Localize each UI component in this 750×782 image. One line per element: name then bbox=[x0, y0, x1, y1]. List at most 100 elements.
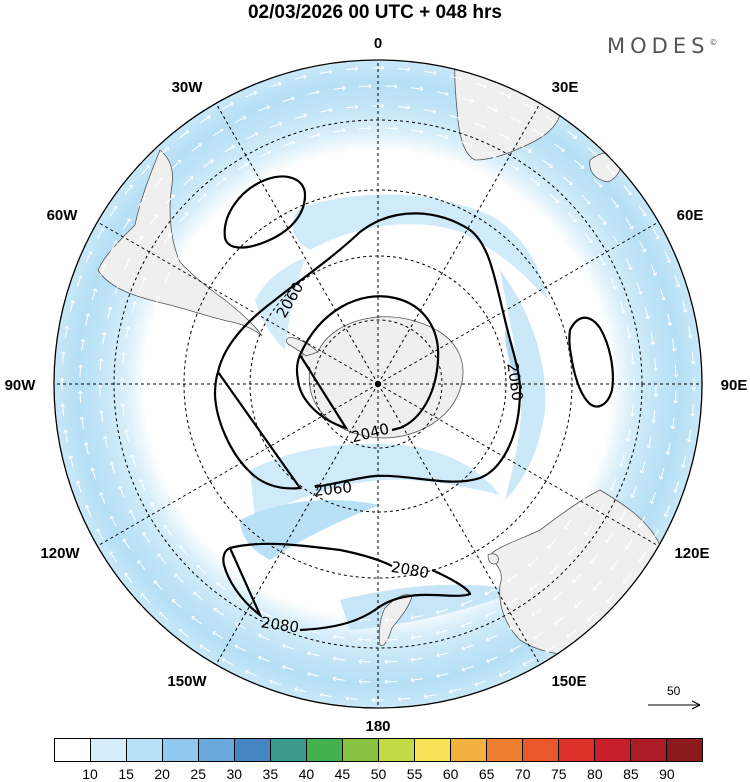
wind-vector bbox=[224, 144, 236, 153]
wind-vector bbox=[259, 587, 272, 595]
wind-vector bbox=[574, 599, 585, 609]
wind-vector bbox=[436, 652, 449, 658]
wind-vector bbox=[510, 116, 522, 124]
wind-vector bbox=[158, 472, 165, 485]
colorbar-tick-label: 50 bbox=[370, 766, 387, 782]
wind-vector bbox=[545, 644, 557, 653]
wind-vector bbox=[670, 416, 676, 430]
wind-vector bbox=[294, 74, 307, 80]
wind-vector bbox=[109, 461, 116, 474]
wind-vector bbox=[398, 67, 411, 72]
wind-vector bbox=[460, 621, 473, 628]
wind-vector bbox=[283, 620, 295, 627]
wind-vector bbox=[119, 377, 125, 390]
wind-vector bbox=[673, 364, 679, 378]
wind-vector bbox=[639, 461, 646, 474]
contour-label-2080-west: 2080 bbox=[260, 613, 300, 636]
lon-label-120w: 120W bbox=[40, 545, 80, 562]
meridian-line bbox=[377, 383, 541, 665]
wind-vector bbox=[687, 325, 693, 339]
wind-vector bbox=[178, 629, 189, 638]
wind-vector bbox=[149, 214, 159, 225]
wind-vector bbox=[234, 115, 247, 123]
wind-vector bbox=[625, 538, 633, 550]
colorbar-box bbox=[235, 739, 271, 761]
wind-patch-west bbox=[255, 258, 305, 350]
wind-vector bbox=[646, 436, 652, 449]
colorbar-box bbox=[451, 739, 487, 761]
height-contours bbox=[213, 175, 614, 632]
contour-label-2060-east: 2060 bbox=[503, 362, 526, 402]
wind-vector bbox=[410, 129, 424, 134]
wind-vector bbox=[508, 163, 519, 171]
wind-vector bbox=[410, 615, 423, 620]
wind-vector bbox=[630, 352, 636, 365]
colorbar-box bbox=[91, 739, 127, 761]
wind-vector bbox=[221, 657, 234, 666]
wind-vector bbox=[319, 69, 333, 75]
wind-vector bbox=[124, 184, 133, 195]
wind-vector bbox=[639, 240, 647, 253]
wind-vector bbox=[650, 332, 656, 345]
wind-vector bbox=[461, 644, 474, 651]
wind-vector bbox=[549, 565, 560, 575]
wind-vector bbox=[619, 509, 627, 522]
wind-vector bbox=[137, 197, 146, 208]
wind-vector bbox=[584, 232, 593, 244]
wind-vector bbox=[566, 629, 578, 638]
wind-vector bbox=[424, 70, 437, 76]
wind-vector bbox=[598, 254, 606, 266]
wind-vector bbox=[593, 580, 603, 591]
lon-label-30e: 30E bbox=[552, 79, 579, 96]
wind-vector bbox=[509, 622, 521, 630]
wind-vector bbox=[319, 692, 332, 698]
wind-vector bbox=[484, 588, 496, 596]
wind-vector bbox=[157, 553, 166, 564]
wind-vector bbox=[163, 524, 172, 536]
wind-vector bbox=[567, 212, 577, 223]
wind-vector bbox=[332, 613, 346, 619]
wind-vector bbox=[179, 545, 189, 556]
wind-vector bbox=[610, 397, 616, 410]
wind-vector bbox=[371, 697, 384, 703]
wind-vector bbox=[159, 611, 169, 621]
wind-vector bbox=[191, 143, 202, 152]
wind-vector bbox=[150, 502, 158, 514]
wind-vector bbox=[372, 65, 385, 71]
wind-vector bbox=[681, 455, 687, 468]
colorbar-tick-label: 85 bbox=[623, 766, 639, 782]
wind-vector bbox=[449, 114, 462, 121]
wind-vector bbox=[667, 313, 673, 326]
wind-vector bbox=[638, 551, 647, 563]
wind-vector bbox=[474, 82, 487, 89]
wind-vector bbox=[410, 677, 423, 683]
wind-vector bbox=[283, 599, 295, 606]
wind-vector bbox=[237, 162, 249, 171]
wind-vector bbox=[423, 151, 436, 157]
wind-vector bbox=[271, 166, 284, 174]
colorbar-tick-label: 30 bbox=[226, 766, 243, 782]
wind-vector bbox=[650, 264, 657, 276]
wind-vector bbox=[554, 616, 565, 625]
wind-vector bbox=[282, 664, 295, 671]
wind-vector bbox=[139, 277, 147, 289]
lon-label-150w: 150W bbox=[167, 673, 207, 690]
wind-vector bbox=[583, 525, 592, 536]
wind-vector bbox=[686, 430, 692, 443]
arrow-right-icon bbox=[648, 700, 701, 710]
colorbar-box bbox=[127, 739, 163, 761]
wind-vector bbox=[629, 403, 635, 417]
wind-vector bbox=[208, 210, 219, 220]
wind-vector bbox=[83, 442, 89, 455]
wind-vector bbox=[294, 687, 307, 693]
colorbar-box bbox=[487, 739, 523, 761]
wind-vector bbox=[307, 651, 320, 657]
wind-vector bbox=[507, 597, 519, 606]
wind-vector bbox=[384, 617, 398, 623]
wind-vector bbox=[257, 655, 270, 663]
contour-2060 bbox=[213, 212, 522, 490]
wind-vector bbox=[64, 325, 70, 338]
lon-label-0: 0 bbox=[374, 35, 382, 52]
lon-label-30w: 30W bbox=[172, 79, 204, 96]
wind-vector bbox=[60, 403, 66, 417]
